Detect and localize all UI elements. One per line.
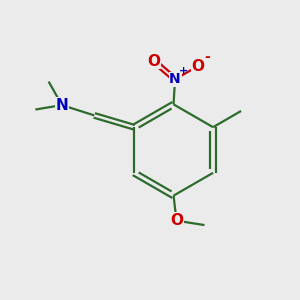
Text: N: N [169,72,181,86]
Text: O: O [191,58,205,74]
Text: O: O [147,54,160,69]
Text: +: + [178,66,188,76]
Text: O: O [170,213,183,228]
Text: -: - [204,50,210,64]
Text: N: N [56,98,68,112]
